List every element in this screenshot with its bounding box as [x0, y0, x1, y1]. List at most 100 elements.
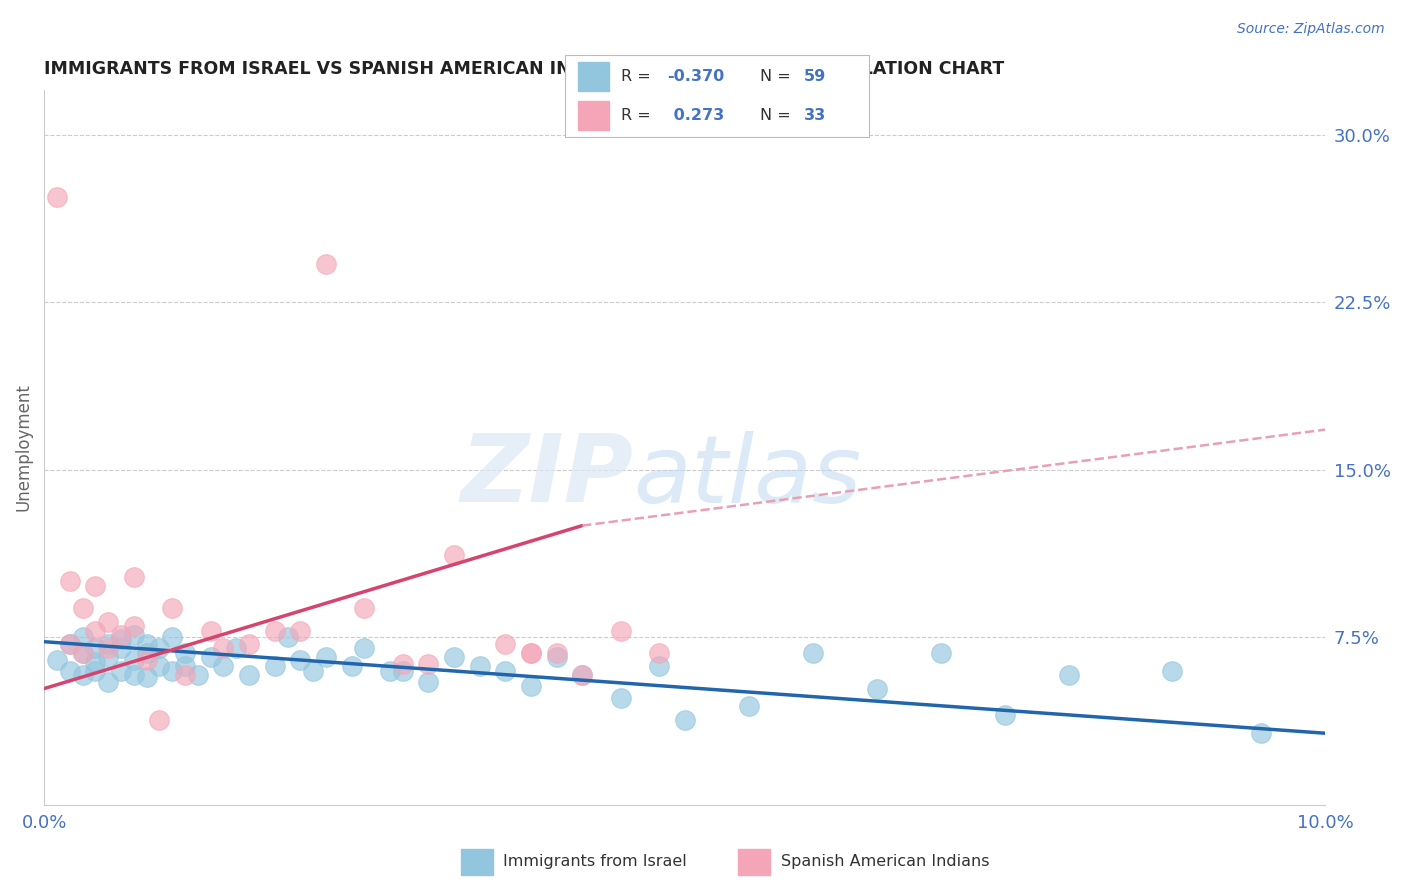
Point — [648, 659, 671, 673]
Point — [174, 659, 197, 673]
FancyBboxPatch shape — [565, 55, 869, 136]
Text: IMMIGRANTS FROM ISRAEL VS SPANISH AMERICAN INDIAN UNEMPLOYMENT CORRELATION CHART: IMMIGRANTS FROM ISRAEL VS SPANISH AMERIC… — [44, 60, 1004, 78]
Point — [392, 664, 415, 678]
Point — [353, 601, 375, 615]
Point — [302, 664, 325, 678]
Point — [45, 190, 67, 204]
Point — [84, 641, 107, 656]
Point — [45, 652, 67, 666]
Text: N =: N = — [761, 108, 796, 123]
Point — [609, 624, 631, 638]
Point — [97, 674, 120, 689]
Point — [866, 681, 889, 696]
Point — [160, 601, 183, 615]
Point — [290, 624, 312, 638]
Point — [72, 601, 94, 615]
Point — [225, 641, 247, 656]
Point — [148, 659, 170, 673]
Point — [546, 650, 568, 665]
Text: atlas: atlas — [634, 431, 862, 522]
Point — [1160, 664, 1182, 678]
Point — [494, 637, 516, 651]
Point — [418, 674, 440, 689]
Point — [148, 713, 170, 727]
Point — [59, 637, 82, 651]
Point — [59, 574, 82, 589]
Point — [212, 641, 235, 656]
Point — [520, 646, 543, 660]
Point — [148, 641, 170, 656]
Text: Spanish American Indians: Spanish American Indians — [782, 855, 990, 869]
Text: 33: 33 — [804, 108, 825, 123]
Bar — [738, 849, 770, 874]
Point — [546, 646, 568, 660]
Point — [738, 699, 761, 714]
Point — [468, 659, 491, 673]
Point — [212, 659, 235, 673]
Text: -0.370: -0.370 — [668, 69, 725, 84]
Y-axis label: Unemployment: Unemployment — [15, 384, 32, 511]
Point — [187, 668, 209, 682]
Point — [315, 257, 337, 271]
Point — [673, 713, 696, 727]
Point — [609, 690, 631, 705]
Point — [378, 664, 401, 678]
Point — [801, 646, 824, 660]
Point — [174, 646, 197, 660]
Text: 59: 59 — [804, 69, 825, 84]
Point — [418, 657, 440, 671]
Point — [84, 664, 107, 678]
Point — [315, 650, 337, 665]
Point — [135, 670, 157, 684]
Point — [84, 579, 107, 593]
Point — [97, 650, 120, 665]
Point — [72, 646, 94, 660]
Text: 0.273: 0.273 — [668, 108, 724, 123]
Text: ZIP: ZIP — [461, 430, 634, 522]
Point — [520, 679, 543, 693]
Point — [84, 624, 107, 638]
Text: Immigrants from Israel: Immigrants from Israel — [503, 855, 688, 869]
Point — [135, 646, 157, 660]
Text: R =: R = — [621, 69, 657, 84]
Point — [494, 664, 516, 678]
Point — [135, 652, 157, 666]
Point — [200, 624, 222, 638]
Point — [648, 646, 671, 660]
Point — [110, 664, 132, 678]
Point — [110, 628, 132, 642]
Point — [200, 650, 222, 665]
Point — [392, 657, 415, 671]
Point — [59, 664, 82, 678]
Point — [110, 632, 132, 647]
Point — [277, 630, 299, 644]
Point — [571, 668, 593, 682]
Point — [1057, 668, 1080, 682]
Bar — [461, 849, 492, 874]
Point — [290, 652, 312, 666]
Point — [72, 630, 94, 644]
Point — [160, 630, 183, 644]
Point — [84, 655, 107, 669]
Point — [263, 659, 285, 673]
Point — [443, 548, 465, 562]
Point — [97, 641, 120, 656]
Point — [571, 668, 593, 682]
Point — [122, 668, 145, 682]
Point — [160, 664, 183, 678]
Point — [1250, 726, 1272, 740]
Point — [97, 637, 120, 651]
Point — [122, 619, 145, 633]
Point — [174, 668, 197, 682]
Bar — [578, 62, 609, 91]
Point — [72, 646, 94, 660]
Point — [122, 628, 145, 642]
Point — [520, 646, 543, 660]
Point — [340, 659, 363, 673]
Point — [238, 668, 260, 682]
Point — [97, 615, 120, 629]
Bar — [578, 101, 609, 130]
Point — [238, 637, 260, 651]
Point — [929, 646, 952, 660]
Point — [135, 637, 157, 651]
